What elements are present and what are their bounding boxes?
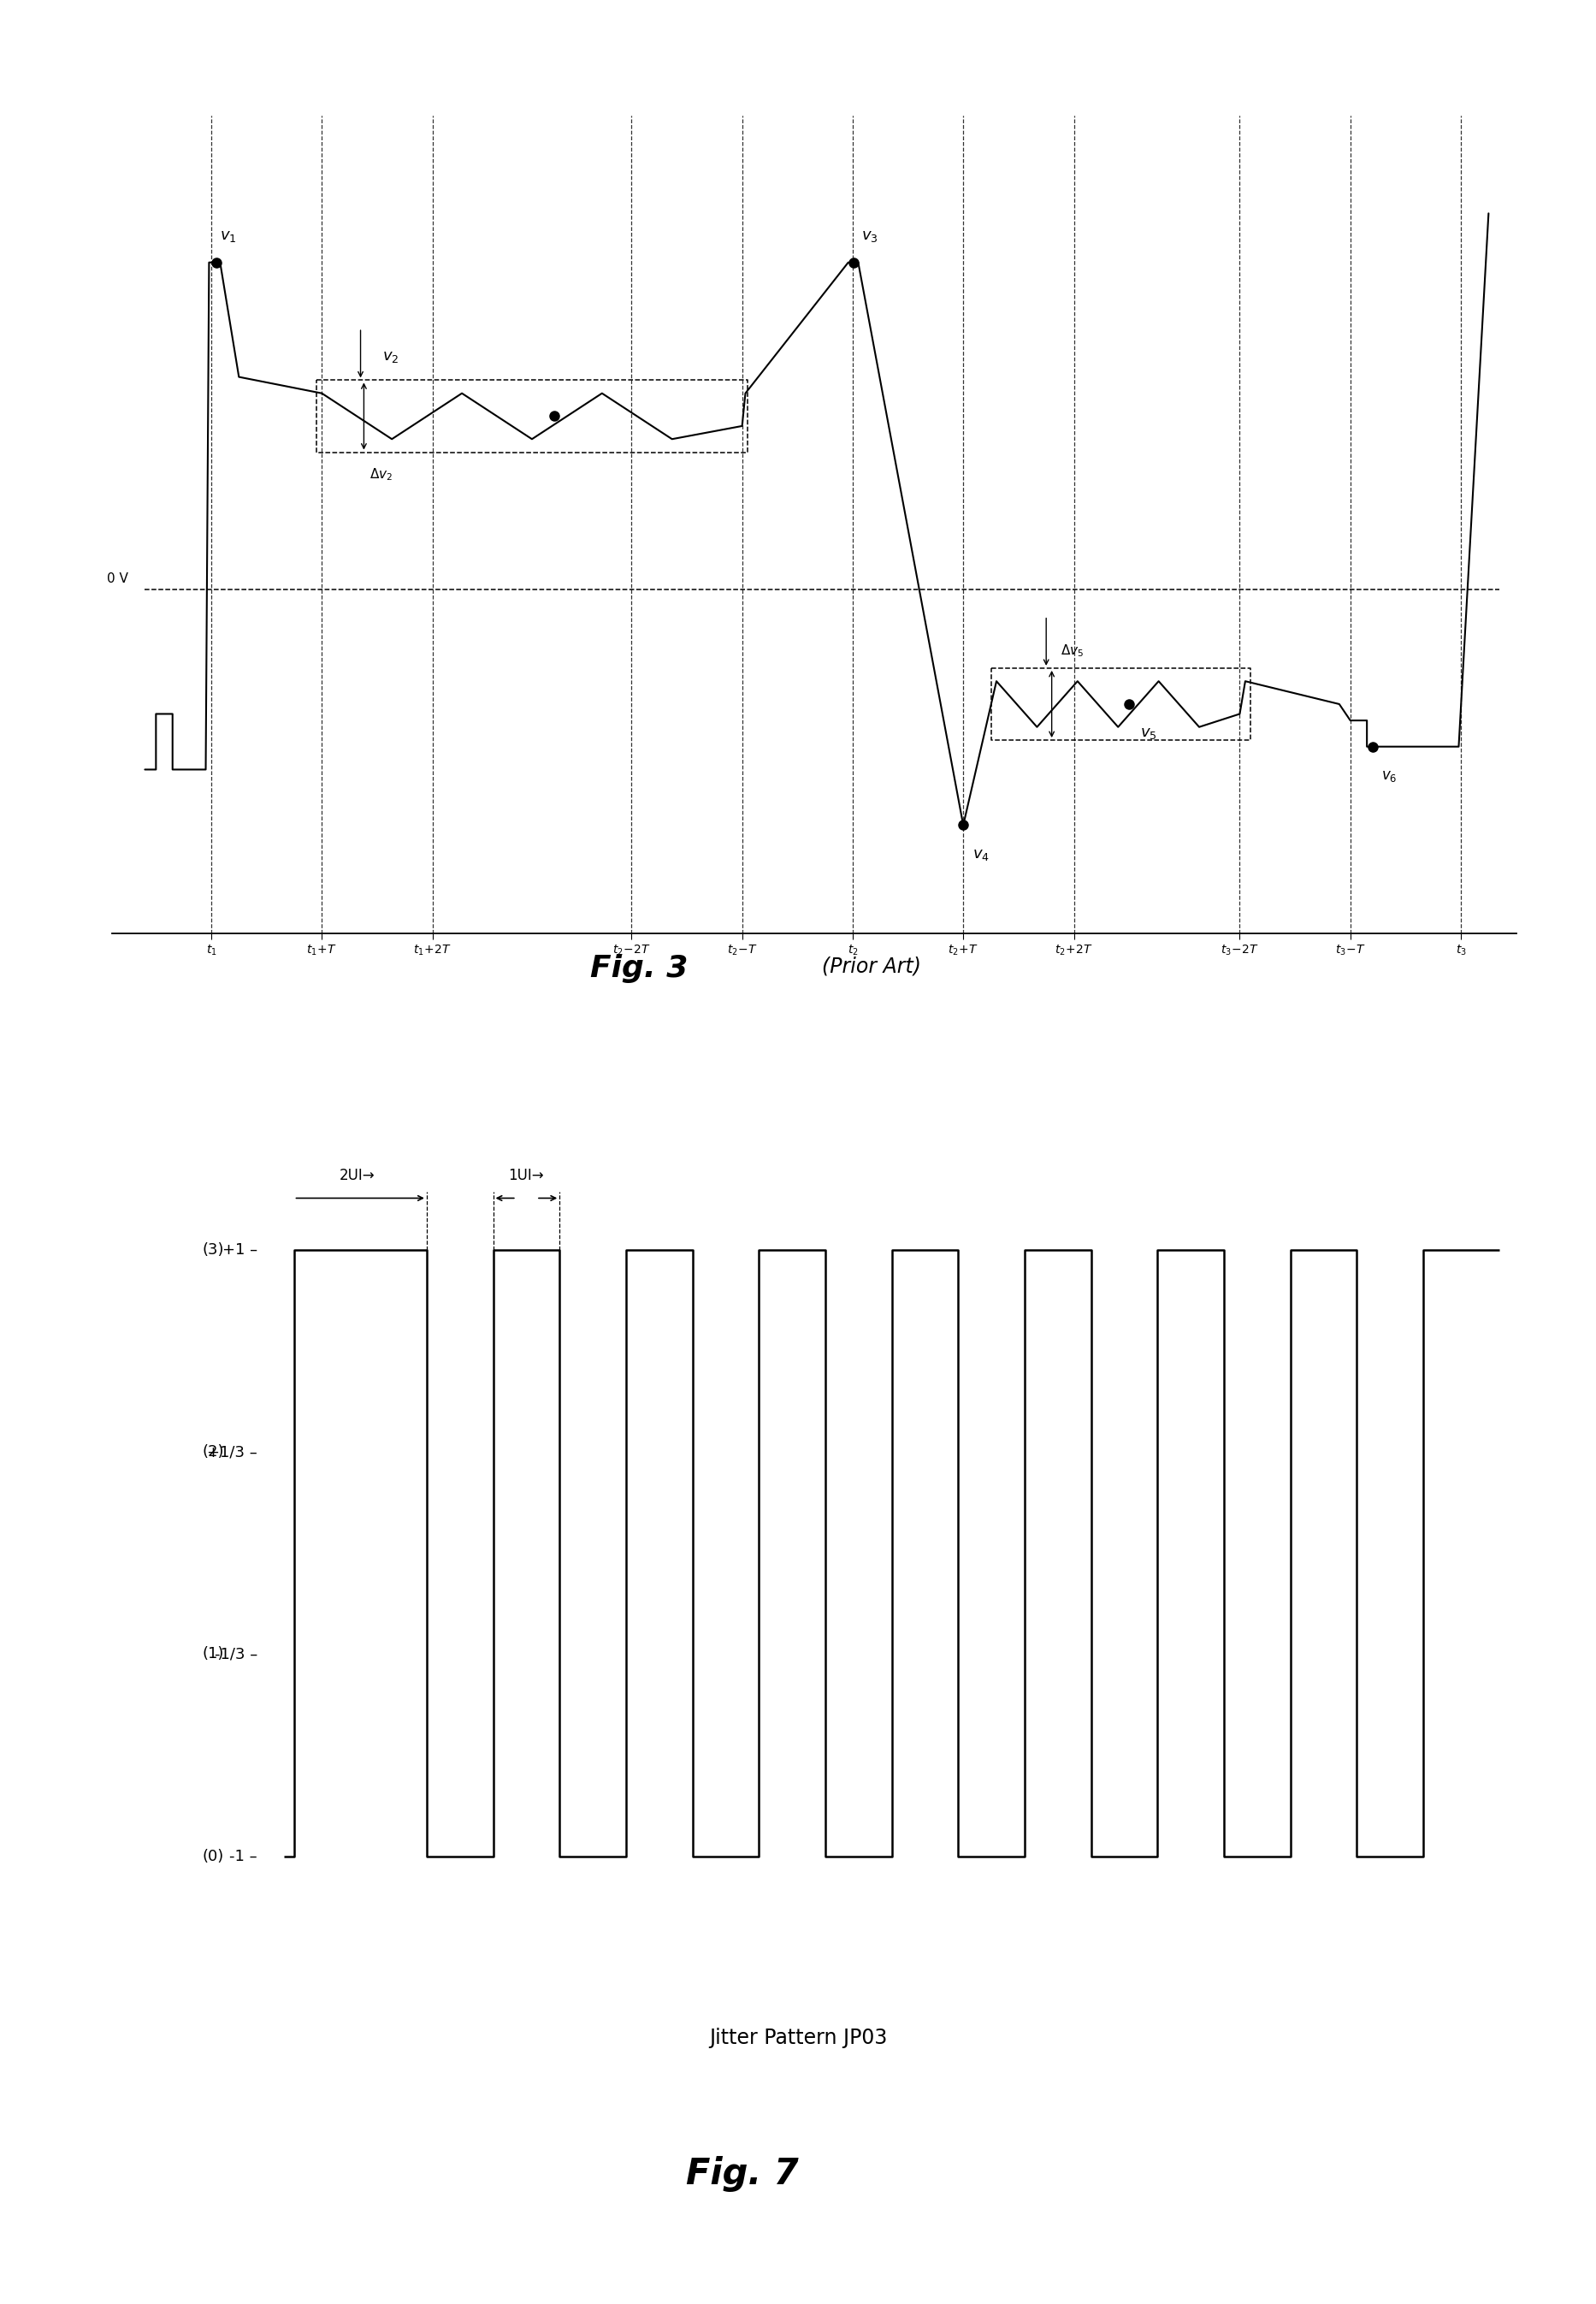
- Text: +1/3 –: +1/3 –: [207, 1445, 257, 1461]
- Text: $v_3$: $v_3$: [862, 228, 878, 244]
- Text: (Prior Art): (Prior Art): [822, 956, 921, 977]
- Text: $v_2$: $v_2$: [383, 350, 399, 364]
- Text: $\Delta v_5$: $\Delta v_5$: [1061, 643, 1084, 659]
- Text: +1 –: +1 –: [222, 1242, 257, 1258]
- Text: $v_5$: $v_5$: [1140, 726, 1157, 742]
- Text: -1 –: -1 –: [230, 1848, 257, 1864]
- Text: 0 V: 0 V: [107, 574, 128, 585]
- Text: (3): (3): [203, 1242, 223, 1258]
- Text: (0): (0): [203, 1848, 223, 1864]
- Text: $v_6$: $v_6$: [1381, 767, 1396, 783]
- Text: $v_1$: $v_1$: [220, 228, 236, 244]
- Text: $v_4$: $v_4$: [972, 848, 990, 862]
- Text: -1/3 –: -1/3 –: [214, 1647, 257, 1661]
- Text: 1UI→: 1UI→: [509, 1168, 544, 1184]
- Text: Jitter Pattern JP03: Jitter Pattern JP03: [709, 2028, 887, 2048]
- Text: (1): (1): [203, 1647, 223, 1661]
- Text: Fig. 3: Fig. 3: [591, 954, 688, 984]
- Text: Fig. 7: Fig. 7: [686, 2157, 800, 2191]
- Text: 2UI→: 2UI→: [340, 1168, 375, 1184]
- Text: $\Delta v_2$: $\Delta v_2$: [369, 465, 393, 482]
- Text: (2): (2): [203, 1445, 223, 1461]
